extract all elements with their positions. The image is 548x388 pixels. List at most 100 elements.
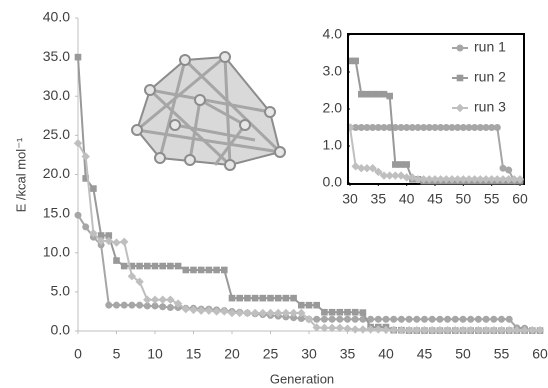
marker [329,309,335,315]
x-axis-title: Generation [270,371,334,386]
marker [358,125,364,131]
marker [91,186,97,192]
marker [457,45,463,51]
marker [359,326,366,333]
y-tick-label: 5.0 [51,283,71,299]
marker [113,239,120,246]
y-tick-label: 15.0 [43,204,70,220]
y-tick-label: 4.0 [323,26,343,42]
page: Generation E /kcal mol⁻¹ 0.05.010.015.02… [0,0,548,388]
x-tick-label: 15 [186,346,202,362]
marker [275,295,281,301]
marker [329,316,335,322]
marker [160,304,166,310]
marker [475,316,481,322]
chart: Generation E /kcal mol⁻¹ 0.05.010.015.02… [0,0,548,388]
marker [387,93,393,99]
marker [360,310,366,316]
marker [83,224,89,230]
marker [483,125,489,131]
x-tick-label: 45 [427,191,443,207]
marker [121,302,127,308]
marker [75,212,81,218]
marker [491,316,497,322]
marker [483,316,489,322]
marker [370,91,376,97]
y-tick-label: 40.0 [43,9,70,25]
marker [252,295,258,301]
marker [114,302,120,308]
marker [406,316,412,322]
marker [432,125,438,131]
marker [449,125,455,131]
legend-label: run 1 [474,39,506,55]
marker [106,302,112,308]
marker [370,125,376,131]
x-tick-label: 40 [378,346,394,362]
marker [152,263,158,269]
marker [306,302,312,308]
y-tick-label: 3.0 [323,63,343,79]
series-line [78,215,540,330]
marker [437,316,443,322]
y-tick-label: 35.0 [43,48,70,64]
marker [167,296,174,303]
x-tick-label: 30 [342,191,358,207]
marker [175,263,181,269]
marker [455,125,461,131]
marker [129,302,135,308]
y-tick-label: 10.0 [43,243,70,259]
marker [426,125,432,131]
marker [499,316,505,322]
marker [398,162,404,168]
marker [114,258,120,264]
marker [452,316,458,322]
marker [352,309,358,315]
marker [468,316,474,322]
marker [260,295,266,301]
legend-label: run 3 [474,99,506,115]
marker [299,302,305,308]
marker [167,305,173,311]
x-tick-label: 55 [484,191,500,207]
y-tick-label: 2.0 [323,100,343,116]
x-tick-label: 25 [263,346,279,362]
marker [198,267,204,273]
marker [489,125,495,131]
marker [322,309,328,315]
x-tick-label: 50 [455,346,471,362]
marker [214,267,220,273]
marker [314,316,320,322]
y-tick-label: 30.0 [43,87,70,103]
marker [421,125,427,131]
marker [345,316,351,322]
x-tick-label: 5 [113,346,121,362]
marker [445,316,451,322]
marker [137,263,143,269]
marker [121,238,128,245]
marker [472,125,478,131]
y-tick-label: 20.0 [43,165,70,181]
marker [245,295,251,301]
y-tick-label: 0.0 [323,174,343,190]
marker [429,316,435,322]
marker [393,162,399,168]
y-tick-label: 25.0 [43,126,70,142]
marker [152,296,159,303]
legend-label: run 2 [474,69,506,85]
marker [222,267,228,273]
marker [145,263,151,269]
marker [364,125,370,131]
marker [321,316,327,322]
marker [359,91,365,97]
cluster-illustration [132,52,285,170]
marker [191,267,197,273]
marker [364,91,370,97]
marker [75,54,81,60]
marker [466,125,472,131]
x-tick-label: 35 [340,346,356,362]
marker [345,309,351,315]
x-tick-label: 0 [74,346,82,362]
marker [159,296,166,303]
marker [168,263,174,269]
